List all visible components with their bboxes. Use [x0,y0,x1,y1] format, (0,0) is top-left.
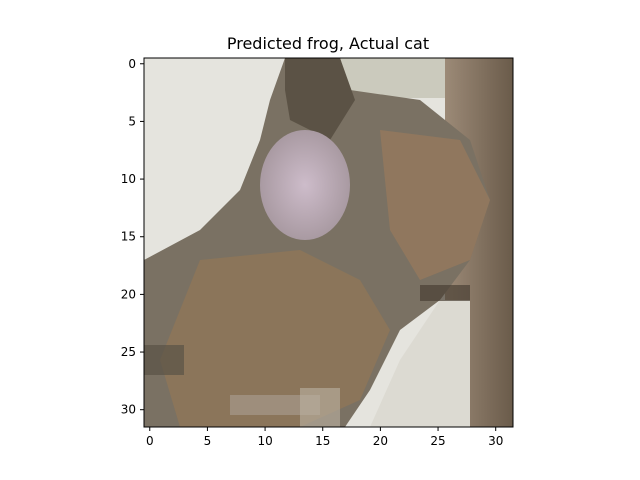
y-tick-label: 20 [121,287,136,301]
y-tick-label: 30 [121,403,136,417]
x-tick-label: 5 [204,434,212,448]
figure-title: Predicted frog, Actual cat [227,34,429,53]
x-tick-label: 30 [488,434,503,448]
x-tick-label: 25 [430,434,445,448]
y-tick-label: 15 [121,230,136,244]
x-tick-label: 20 [373,434,388,448]
cat-image [144,58,513,427]
y-tick-label: 5 [128,114,136,128]
y-tick-label: 10 [121,172,136,186]
x-tick-label: 15 [315,434,330,448]
x-axis: 0 5 10 15 20 25 30 [146,427,503,448]
y-tick-label: 25 [121,345,136,359]
y-axis: 0 5 10 15 20 25 30 [121,57,144,417]
image-area [143,57,514,428]
y-tick-label: 0 [128,57,136,71]
x-tick-label: 10 [257,434,272,448]
x-tick-label: 0 [146,434,154,448]
